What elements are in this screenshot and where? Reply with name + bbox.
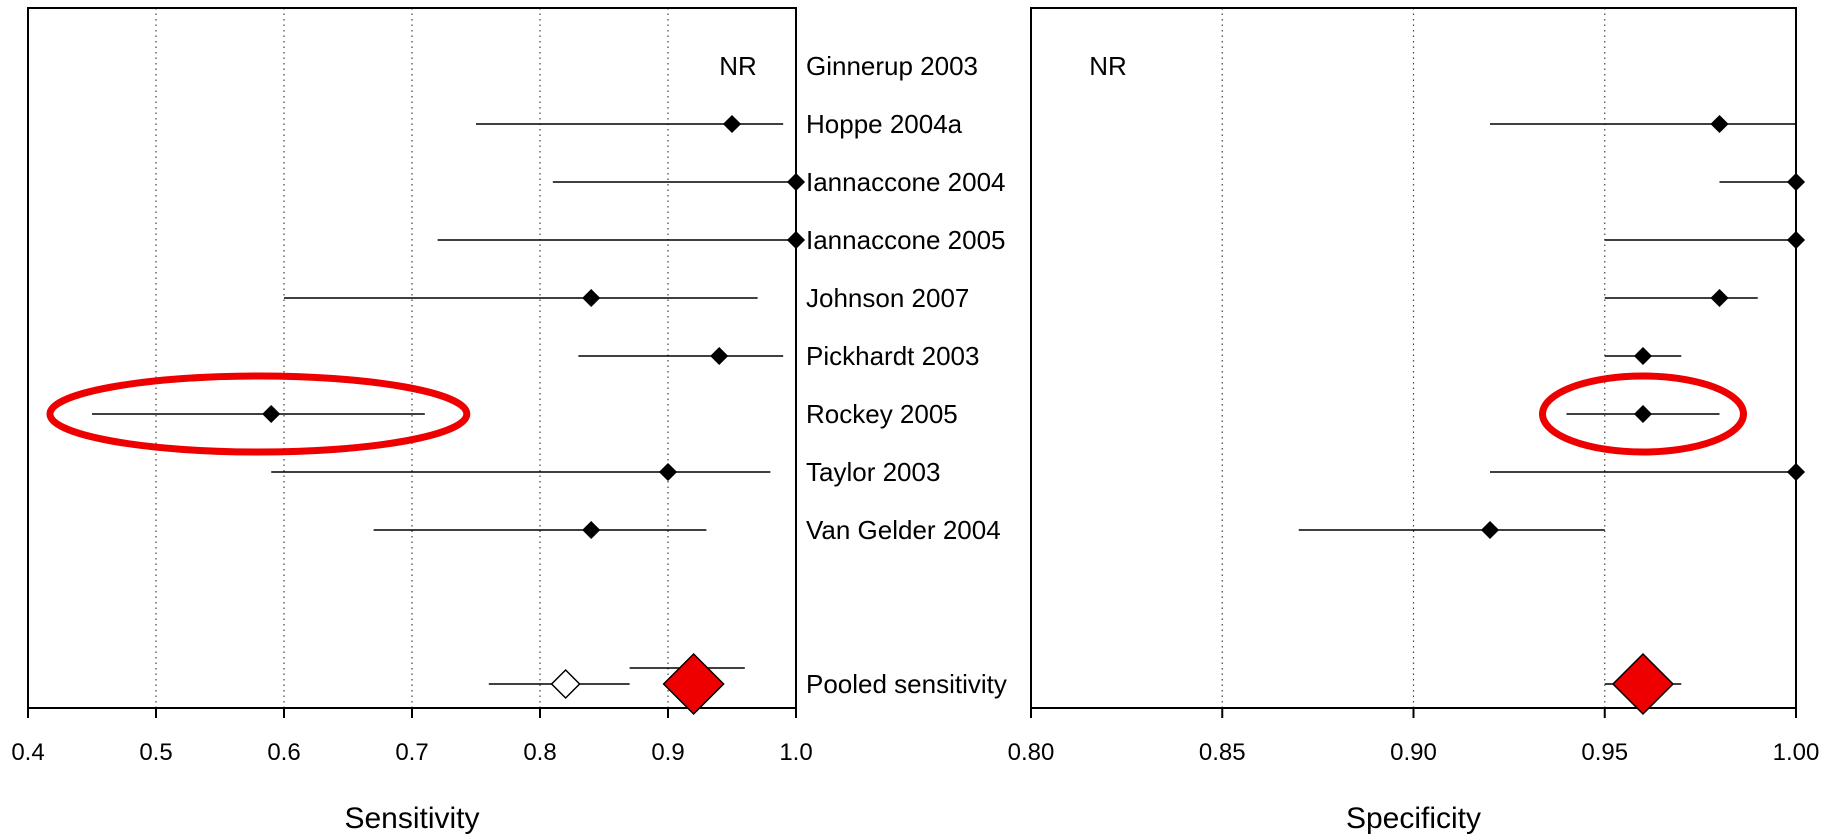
sensitivity-pooled-hollow-diamond bbox=[550, 668, 581, 700]
sensitivity-tick-label: 0.7 bbox=[395, 739, 428, 766]
study-label: Johnson 2007 bbox=[806, 283, 969, 313]
sensitivity-point-estimate bbox=[786, 172, 806, 192]
specificity-point-estimate bbox=[1786, 462, 1806, 482]
sensitivity-point-estimate bbox=[582, 520, 601, 540]
sensitivity-tick-label: 1.0 bbox=[779, 739, 812, 766]
study-label: Ginnerup 2003 bbox=[806, 51, 978, 81]
study-label: Taylor 2003 bbox=[806, 457, 940, 487]
sensitivity-point-estimate bbox=[262, 404, 281, 424]
specificity-highlight-ellipse bbox=[1539, 372, 1747, 456]
sensitivity-point-estimate bbox=[722, 114, 742, 134]
sensitivity-axis-title: Sensitivity bbox=[344, 802, 479, 835]
sensitivity-tick-label: 0.9 bbox=[651, 739, 684, 766]
specificity-point-estimate bbox=[1786, 230, 1806, 250]
specificity-tick-label: 0.85 bbox=[1199, 739, 1246, 766]
study-label: Rockey 2005 bbox=[806, 399, 958, 429]
study-label: Iannaccone 2004 bbox=[806, 167, 1006, 197]
sensitivity-point-estimate bbox=[710, 346, 729, 366]
specificity-not-reported-label: NR bbox=[1089, 51, 1127, 81]
specificity-point-estimate bbox=[1480, 520, 1500, 540]
specificity-tick-label: 0.80 bbox=[1008, 739, 1055, 766]
sensitivity-tick-label: 0.4 bbox=[11, 739, 44, 766]
specificity-pooled-red-diamond bbox=[1611, 652, 1675, 716]
study-label: Van Gelder 2004 bbox=[806, 515, 1001, 545]
specificity-point-estimate bbox=[1633, 346, 1653, 366]
specificity-tick-label: 0.90 bbox=[1390, 739, 1437, 766]
sensitivity-pooled-red-diamond bbox=[662, 652, 725, 716]
specificity-point-estimate bbox=[1710, 114, 1729, 134]
sensitivity-highlight-ellipse bbox=[46, 372, 471, 456]
study-label: Hoppe 2004a bbox=[806, 109, 963, 139]
sensitivity-not-reported-label: NR bbox=[719, 51, 757, 81]
sensitivity-tick-label: 0.6 bbox=[267, 739, 300, 766]
specificity-point-estimate bbox=[1710, 288, 1729, 308]
specificity-axis-title: Specificity bbox=[1346, 802, 1481, 835]
study-label: Pickhardt 2003 bbox=[806, 341, 979, 371]
specificity-point-estimate bbox=[1786, 172, 1806, 192]
study-label: Iannaccone 2005 bbox=[806, 225, 1006, 255]
sensitivity-tick-label: 0.8 bbox=[523, 739, 556, 766]
specificity-tick-label: 0.95 bbox=[1581, 739, 1628, 766]
study-label: Pooled sensitivity bbox=[806, 669, 1007, 699]
specificity-tick-label: 1.00 bbox=[1773, 739, 1820, 766]
sensitivity-tick-label: 0.5 bbox=[139, 739, 172, 766]
sensitivity-point-estimate bbox=[582, 288, 601, 308]
sensitivity-point-estimate bbox=[658, 462, 678, 482]
specificity-point-estimate bbox=[1633, 404, 1653, 424]
sensitivity-point-estimate bbox=[786, 230, 806, 250]
